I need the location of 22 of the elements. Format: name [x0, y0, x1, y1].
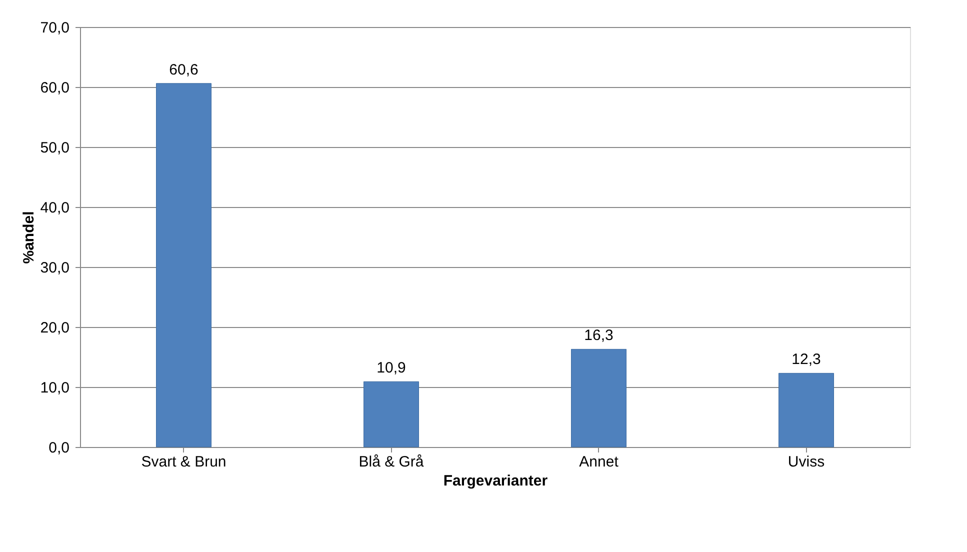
bar: [156, 83, 212, 448]
data-label: 16,3: [584, 327, 614, 344]
x-axis-title: Fargevarianter: [443, 472, 548, 490]
x-tick-label: Annet: [579, 454, 620, 470]
bar: [778, 372, 834, 448]
bar: [571, 348, 626, 448]
y-tick-label: 60,0: [40, 80, 70, 96]
y-tick-label: 40,0: [40, 200, 70, 216]
x-tick-label: Blå & Grå: [358, 454, 424, 470]
y-axis-title: %andel: [20, 211, 38, 264]
x-tick-label: Svart & Brun: [141, 454, 226, 470]
bar: [364, 381, 419, 448]
data-label: 10,9: [376, 360, 406, 377]
y-tick-label: 50,0: [40, 140, 70, 156]
y-tick-label: 10,0: [40, 380, 70, 396]
data-label: 60,6: [169, 61, 198, 78]
y-tick-label: 30,0: [40, 260, 70, 276]
data-label: 12,3: [792, 351, 821, 368]
y-tick-label: 0,0: [48, 440, 70, 456]
x-tick-label: Uviss: [788, 454, 825, 470]
y-tick-label: 20,0: [40, 320, 70, 336]
y-tick-label: 70,0: [40, 20, 70, 36]
